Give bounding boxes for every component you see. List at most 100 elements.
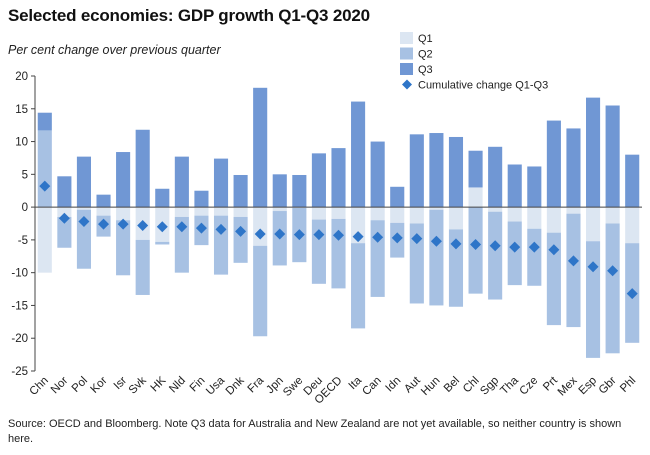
bar-q1-chl [468,187,483,208]
marker-cumulative-chn [39,180,51,192]
bar-q2-ita [351,243,366,329]
bar-q2-esp [586,241,601,358]
marker-cumulative-svk [137,219,149,231]
bar-q1-jpn [272,207,287,212]
bar-q2-can [370,220,385,297]
marker-cumulative-chl [470,238,482,250]
bar-q3-bel [448,136,464,208]
marker-cumulative-deu [313,229,325,241]
bar-q3-tha [507,164,522,208]
x-tick-label: Nld [167,375,188,396]
bar-q1-phl [625,207,640,244]
bar-q2-oecd [331,218,346,289]
marker-cumulative-can [372,231,384,243]
x-tick-label: Svk [127,374,149,396]
bar-q3-fin [194,190,209,208]
bar-q3-jpn [272,174,287,208]
bar-q3-phl [625,154,640,208]
bar-q2-sgp [488,211,503,300]
x-tick-label: HK [149,374,169,394]
bar-q3-esp [586,97,601,208]
bar-q1-idn [390,207,405,223]
bar-q3-ita [351,101,366,208]
bar-q3-idn [390,186,405,208]
bar-q2-cze [527,228,542,286]
marker-cumulative-dnk [235,225,247,237]
x-tick-label: Sgp [478,375,501,398]
bar-q1-oecd [331,207,346,219]
bar-q1-gbr [605,207,620,224]
bar-q3-swe [292,174,307,208]
y-tick-label: -20 [11,333,28,345]
legend-box [395,29,573,95]
bars-layer [37,87,640,358]
bar-q3-hun [429,133,444,208]
bar-q2-fra [253,245,268,337]
legend-swatch-cumulative [402,79,412,90]
bar-q2-dnk [233,216,248,263]
bar-q1-isr [116,207,131,221]
bar-q3-dnk [233,174,248,208]
bar-q3-sgp [488,146,503,208]
marker-cumulative-usa [215,223,227,235]
marker-cumulative-ita [352,231,364,243]
bar-q1-can [370,207,385,221]
chart-title: Selected economies: GDP growth Q1-Q3 202… [8,6,370,25]
bar-q1-ita [351,207,366,244]
bar-q3-aut [409,134,424,208]
bar-q3-pol [76,156,91,208]
marker-cumulative-prt [548,244,560,256]
x-tick-label: Pol [70,375,90,395]
marker-cumulative-cze [528,241,540,253]
bar-q2-nld [174,216,189,273]
bar-q1-esp [586,207,601,242]
legend-label: Q3 [418,64,433,76]
bar-q1-nld [174,207,189,217]
legend-swatch-q3 [400,63,413,75]
marker-cumulative-nor [58,212,70,224]
bar-q1-fra [253,207,268,246]
x-tick-label: Kor [89,375,110,396]
bar-q3-mex [566,128,581,208]
bar-q1-nor [57,207,72,217]
bar-q3-prt [546,120,561,208]
bar-q3-deu [311,153,326,208]
x-tick-label: Cze [517,375,540,398]
bar-q2-nor [57,216,72,248]
marker-cumulative-swe [293,229,305,241]
bar-q3-usa [213,158,229,208]
x-tick-label: Fin [188,375,208,395]
y-tick-label: 0 [22,202,28,214]
bar-q1-usa [213,207,229,216]
marker-cumulative-pol [78,216,90,228]
y-tick-label: -10 [11,268,28,280]
source-note: Source: OECD and Bloomberg. Note Q3 data… [8,418,622,445]
bar-q3-fra [253,87,268,208]
marker-cumulative-jpn [274,228,286,240]
bar-q2-isr [116,220,131,276]
x-tick-label: Bel [442,375,462,395]
x-tick-label: Tha [498,374,521,397]
bar-q1-kor [96,207,111,216]
marker-cumulative-nld [176,221,188,233]
x-tick-label: Esp [577,375,600,398]
bar-q3-chl [468,150,483,188]
bar-q3-svk [135,129,150,208]
legend-label: Cumulative change Q1-Q3 [418,80,548,92]
bar-q2-mex [566,213,581,328]
y-tick-label: 10 [15,137,28,149]
bar-q1-fin [194,207,209,216]
x-tick-label: Fra [246,374,267,395]
marker-cumulative-mex [567,255,579,267]
bar-q3-kor [96,194,111,208]
y-tick-label: 20 [15,71,28,83]
bar-q1-aut [409,207,424,224]
marker-cumulative-fin [195,222,207,234]
chart-subtitle: Per cent change over previous quarter [8,43,221,57]
x-tick-label: Idn [384,375,404,395]
marker-cumulative-isr [117,218,129,230]
bar-q3-cze [527,166,542,208]
markers-layer [39,180,638,300]
bar-q2-chl [468,207,483,294]
